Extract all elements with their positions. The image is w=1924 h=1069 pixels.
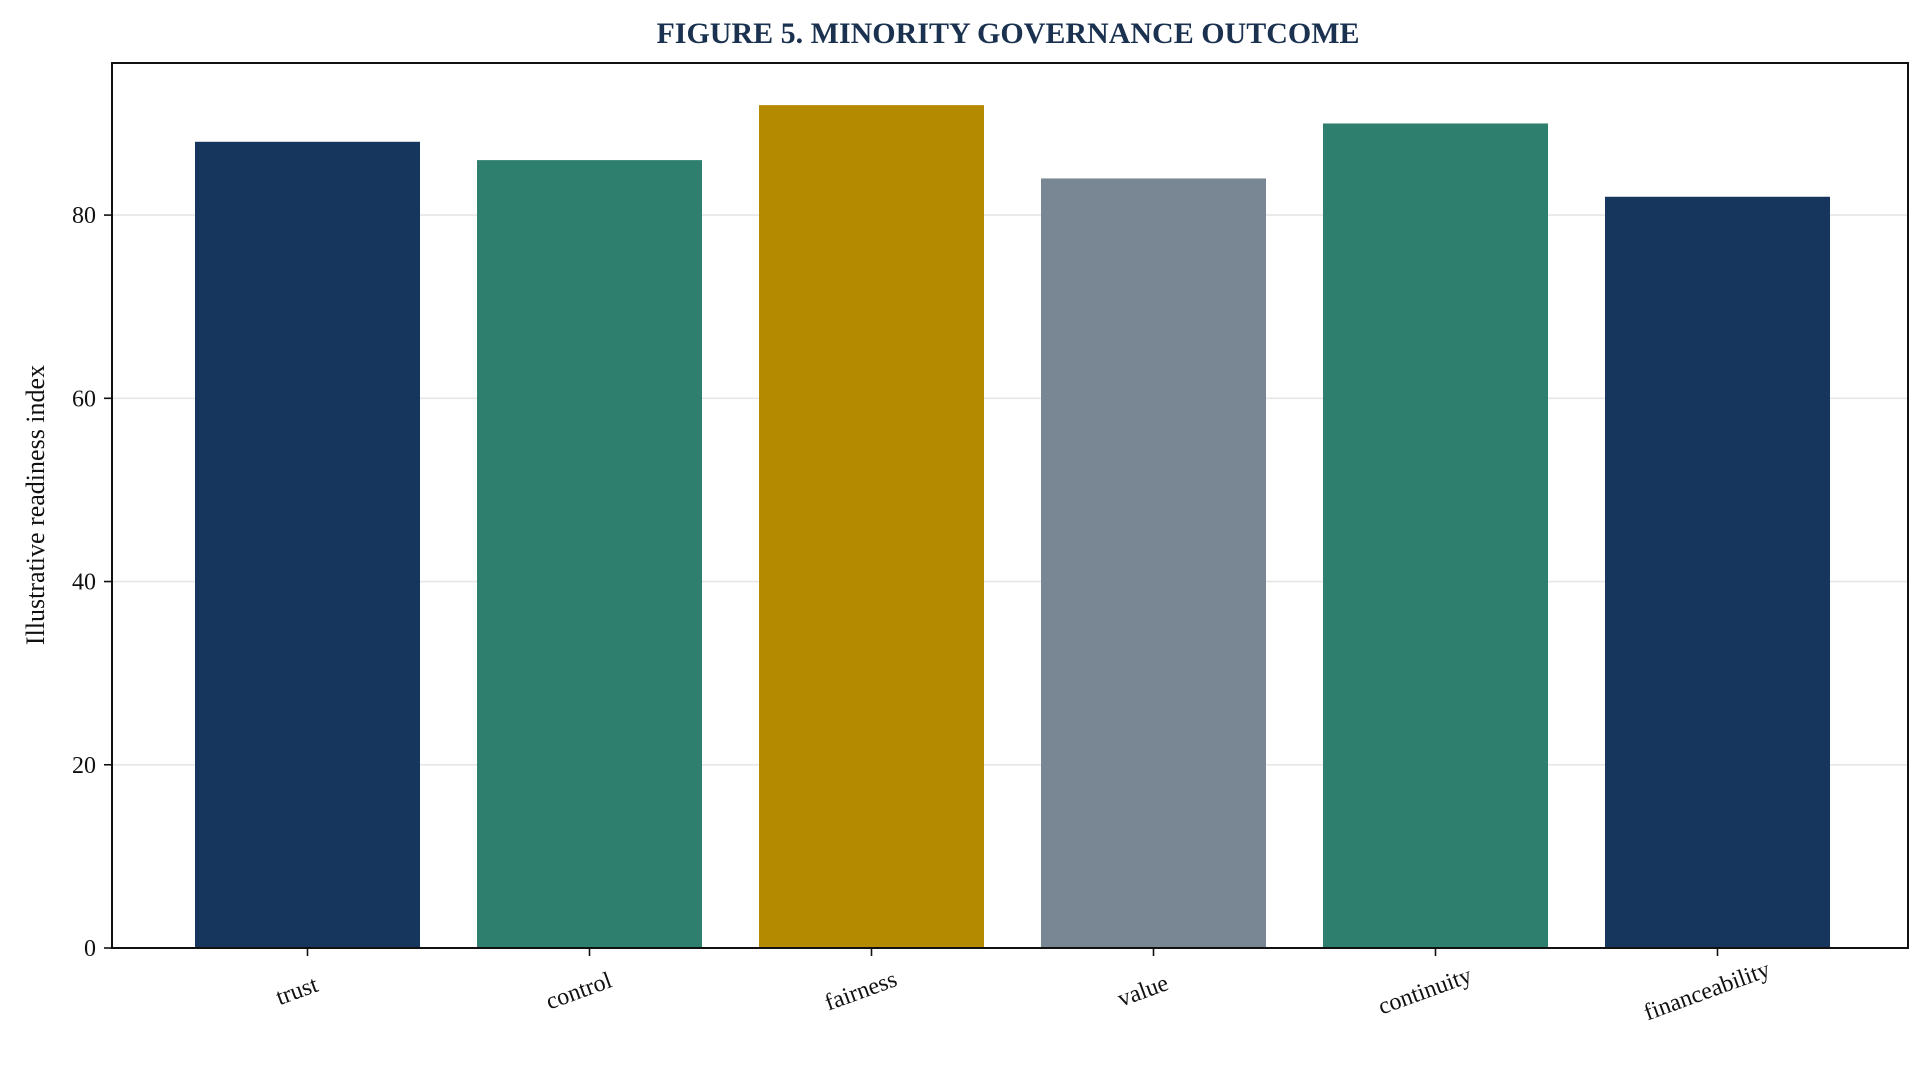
chart-title: FIGURE 5. MINORITY GOVERNANCE OUTCOME (656, 17, 1359, 50)
y-tick-label: 0 (84, 936, 96, 962)
y-tick-label: 40 (72, 570, 96, 596)
bar-financeability (1605, 196, 1830, 949)
bars-layer (195, 105, 1830, 949)
x-tick-label-trust: trust (273, 972, 322, 1011)
x-tick-label-control: control (543, 967, 616, 1015)
bar-continuity (1323, 123, 1548, 949)
bar-control (477, 160, 702, 948)
bar-fairness (759, 105, 984, 948)
y-tick-label: 60 (72, 386, 96, 412)
y-axis: 0 20 40 60 80 (72, 203, 112, 962)
y-tick-label: 80 (72, 203, 96, 229)
x-tick-label-fairness: fairness (822, 966, 901, 1016)
plot-frame (111, 62, 1909, 949)
y-tick-label: 20 (72, 753, 96, 779)
x-axis: trust control fairness value continuity finan… (273, 948, 1774, 1026)
y-axis-label: Illustrative readiness index (21, 365, 50, 645)
x-tick-label-continuity: continuity (1375, 963, 1475, 1021)
bar-trust (195, 141, 420, 948)
x-tick-label-value: value (1114, 970, 1172, 1012)
bar-value (1041, 178, 1266, 948)
x-tick-label-financeability: financeability (1641, 957, 1774, 1027)
